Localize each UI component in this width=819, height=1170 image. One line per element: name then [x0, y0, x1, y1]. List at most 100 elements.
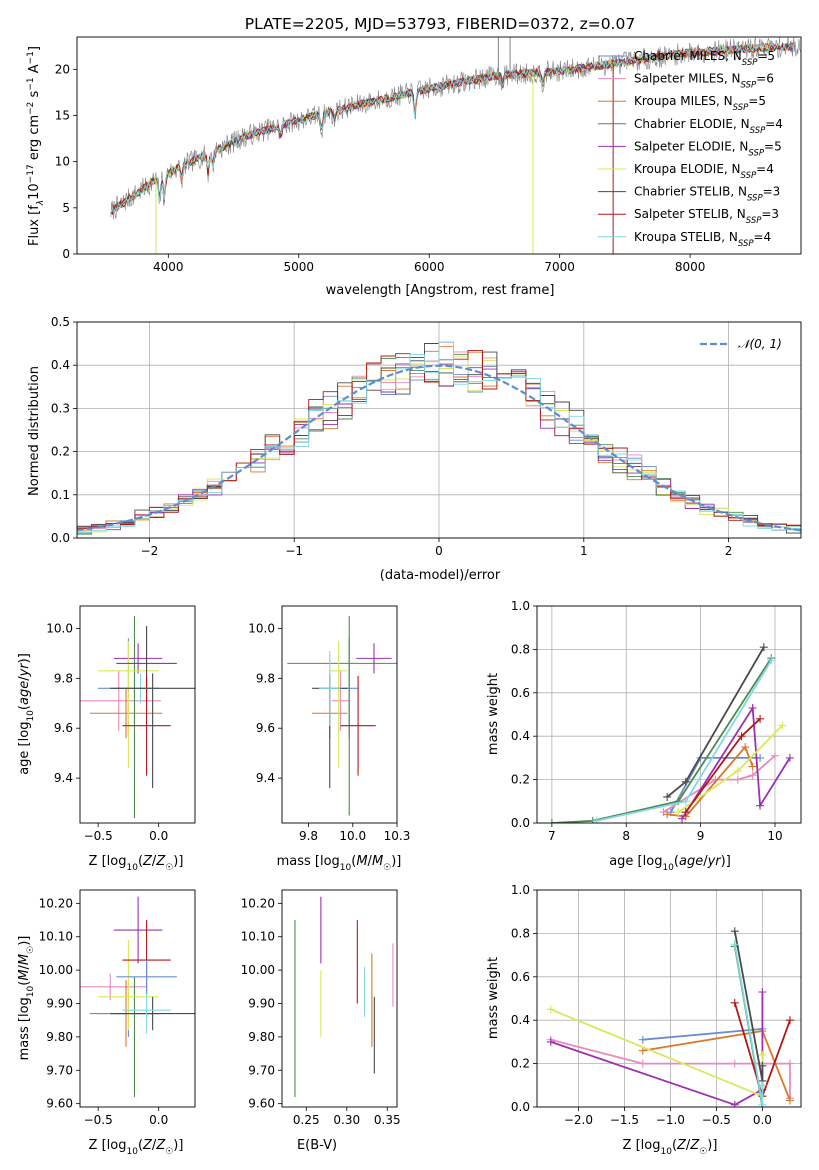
y-tick-label: 0.0 [511, 816, 530, 830]
y-tick-label: 5 [62, 201, 70, 215]
legend-count: =6 [756, 72, 774, 86]
y-tick-label: 0 [62, 247, 70, 261]
weight-marker [759, 643, 768, 652]
weight-vs-age-ylabel: mass weight [486, 673, 501, 755]
weight-marker [733, 775, 742, 784]
x-tick-label: 6000 [414, 260, 445, 274]
y-tick-label: 0.0 [51, 531, 70, 545]
weight-marker [546, 1005, 555, 1014]
axes-frame [281, 605, 398, 824]
weight-marker [638, 1035, 647, 1044]
x-tick-label: 0 [435, 544, 443, 558]
axes-frame [536, 889, 802, 1108]
plot-area [294, 896, 394, 1097]
y-tick-label: 0.5 [51, 315, 70, 329]
weight-series-line [666, 745, 754, 818]
axes-frame [76, 321, 802, 539]
y-tick-label: 9.8 [54, 671, 73, 685]
legend-count: =5 [757, 49, 775, 63]
x-tick-label: 0.30 [333, 1113, 360, 1127]
axes-frame [536, 605, 802, 824]
x-tick-label: 0.0 [149, 1113, 168, 1127]
y-tick-label: 0.4 [511, 729, 530, 743]
y-tick-label: 0.4 [51, 358, 70, 372]
legend-sub: SSP [748, 148, 764, 158]
y-tick-label: 0.0 [511, 1100, 530, 1114]
y-tick-label: 9.60 [248, 1097, 275, 1111]
legend-label: 𝒩(0, 1) [738, 337, 782, 351]
plot-area [547, 643, 794, 823]
age-vs-mass-xlabel: mass [log10(M/M☉)] [277, 854, 402, 873]
age-vs-Z-xlabel: Z [log10(Z/Z☉)] [89, 854, 184, 873]
weight-marker [592, 816, 601, 823]
x-tick-label: −0.5 [84, 829, 113, 843]
y-tick-label: 0.6 [511, 970, 530, 984]
y-tick-label: 10 [55, 155, 70, 169]
weight-marker [737, 732, 746, 741]
data-spectrum-line [110, 37, 801, 220]
y-tick-label: 1.0 [511, 883, 530, 897]
y-tick-label: 0.8 [511, 642, 530, 656]
weight-vs-age-xlabel: age [log10(age/yr)] [609, 854, 731, 873]
weight-marker [733, 766, 742, 775]
weight-series-line [551, 657, 773, 823]
weight-marker [730, 998, 739, 1007]
x-tick-label: −1 [285, 544, 303, 558]
x-tick-label: 2 [725, 544, 733, 558]
x-tick-label: −0.5 [84, 1113, 113, 1127]
model-spectrum-line [110, 42, 794, 214]
weight-marker [730, 927, 739, 936]
weight-marker [758, 987, 767, 996]
weight-marker [770, 751, 779, 760]
y-tick-label: 0.4 [511, 1013, 530, 1027]
x-tick-label: 10 [767, 829, 782, 843]
y-tick-label: 0.3 [51, 401, 70, 415]
weight-marker [758, 1081, 767, 1090]
x-tick-label: 8000 [675, 260, 706, 274]
weight-marker [730, 940, 739, 949]
weight-marker [748, 762, 757, 771]
x-tick-label: −2 [141, 544, 159, 558]
x-tick-label: −0.5 [702, 1113, 731, 1127]
spectrum-xlabel: wavelength [Angstrom, rest frame] [326, 283, 555, 298]
y-tick-label: 9.6 [54, 721, 73, 735]
y-tick-label: 10.20 [241, 896, 275, 910]
age-vs-mass-panel: 9.8 10.0 10.3 9.4 9.6 9.8 10.0 mass [log10(M/M… [248, 605, 411, 873]
x-tick-label: 9 [697, 829, 705, 843]
weight-marker [758, 1061, 767, 1070]
y-tick-label: 10.10 [39, 930, 73, 944]
y-tick-label: 9.60 [46, 1097, 73, 1111]
weight-vs-age-panel: 7 8 9 10 0.0 0.2 0.4 0.6 0.8 1.0 age [log10(age/y… [486, 599, 802, 873]
y-tick-label: 9.80 [248, 1030, 275, 1044]
y-tick-label: 10.10 [241, 930, 275, 944]
y-tick-label: 10.0 [46, 621, 73, 635]
y-tick-label: 0.6 [511, 686, 530, 700]
weight-marker [663, 810, 672, 819]
mass-vs-Z-ylabel: mass [log10(M/M☉)] [17, 936, 36, 1061]
legend-sub: SSP [747, 194, 763, 204]
normal-curve [77, 364, 801, 532]
y-tick-label: 10.0 [248, 621, 275, 635]
weight-marker [674, 797, 683, 806]
weight-series-line [681, 705, 791, 820]
weight-marker [681, 797, 690, 806]
legend-sub: SSP [746, 216, 762, 226]
weight-vs-Z-xlabel: Z [log10(Z/Z☉)] [623, 1138, 718, 1157]
weight-marker [748, 771, 757, 780]
legend-sub: SSP [742, 58, 758, 68]
y-tick-label: 9.6 [256, 721, 275, 735]
axes-frame [79, 605, 196, 824]
weight-marker [785, 1059, 794, 1068]
legend-count: =4 [756, 162, 774, 176]
x-tick-label: 10.3 [384, 829, 411, 843]
weight-marker [546, 1037, 555, 1046]
weight-marker [767, 656, 776, 665]
legend-sub: SSP [738, 239, 754, 249]
x-tick-label: 0.0 [149, 829, 168, 843]
x-tick-label: 4000 [153, 260, 184, 274]
y-tick-label: 10.00 [241, 963, 275, 977]
weight-marker [741, 743, 750, 752]
age-vs-Z-ylabel: age [log10(age/yr)] [17, 653, 36, 775]
x-tick-label: −1.5 [610, 1113, 639, 1127]
